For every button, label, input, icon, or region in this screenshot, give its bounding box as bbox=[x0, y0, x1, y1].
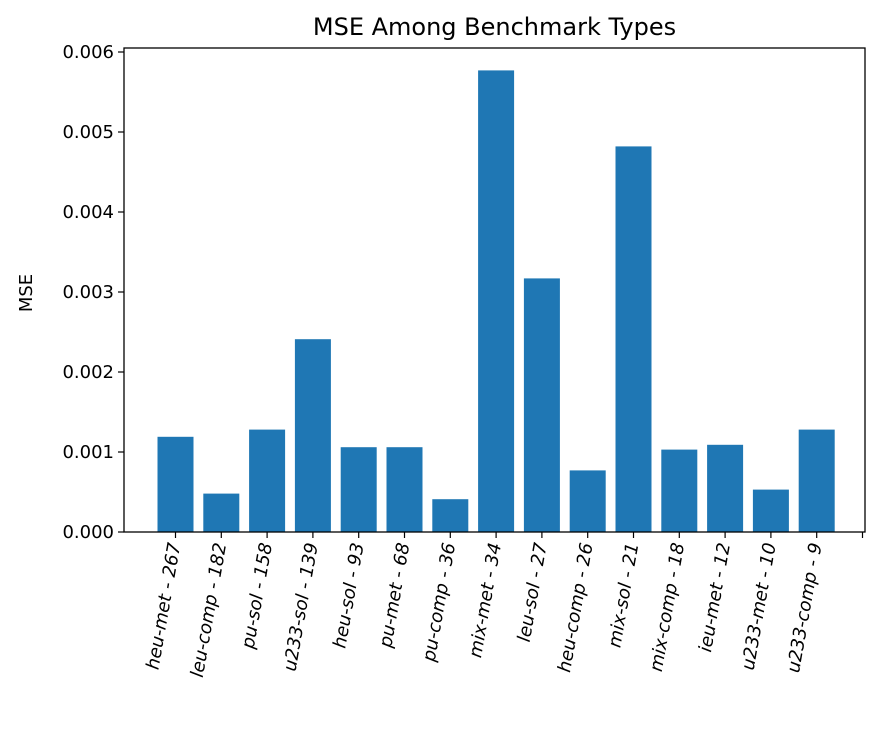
bar-12 bbox=[707, 444, 744, 532]
y-tick-label: 0.000 bbox=[62, 522, 114, 543]
y-tick-label: 0.005 bbox=[62, 122, 114, 143]
y-tick-label: 0.004 bbox=[62, 202, 114, 223]
chart-title: MSE Among Benchmark Types bbox=[313, 13, 676, 41]
bar-3 bbox=[294, 339, 331, 532]
bar-14 bbox=[798, 429, 835, 532]
bar-9 bbox=[569, 470, 606, 532]
bar-10 bbox=[615, 146, 652, 532]
bar-0 bbox=[157, 436, 194, 532]
bars-group bbox=[157, 70, 835, 533]
bar-2 bbox=[249, 429, 286, 532]
bar-1 bbox=[203, 493, 240, 532]
y-tick-label: 0.003 bbox=[62, 282, 114, 303]
bar-4 bbox=[340, 447, 377, 532]
bar-11 bbox=[661, 449, 698, 532]
y-axis-ticks: 0.000 0.001 0.002 0.003 0.004 0.005 0.006 bbox=[62, 42, 124, 543]
bar-13 bbox=[752, 489, 789, 532]
y-tick-label: 0.006 bbox=[62, 42, 114, 63]
y-tick-label: 0.002 bbox=[62, 362, 114, 383]
bar-6 bbox=[432, 499, 469, 532]
y-tick-label: 0.001 bbox=[62, 442, 114, 463]
bar-8 bbox=[523, 278, 560, 532]
plot-frame bbox=[123, 47, 866, 533]
bar-7 bbox=[478, 70, 515, 533]
y-axis-label: MSE bbox=[16, 274, 37, 312]
bar-5 bbox=[386, 447, 423, 532]
